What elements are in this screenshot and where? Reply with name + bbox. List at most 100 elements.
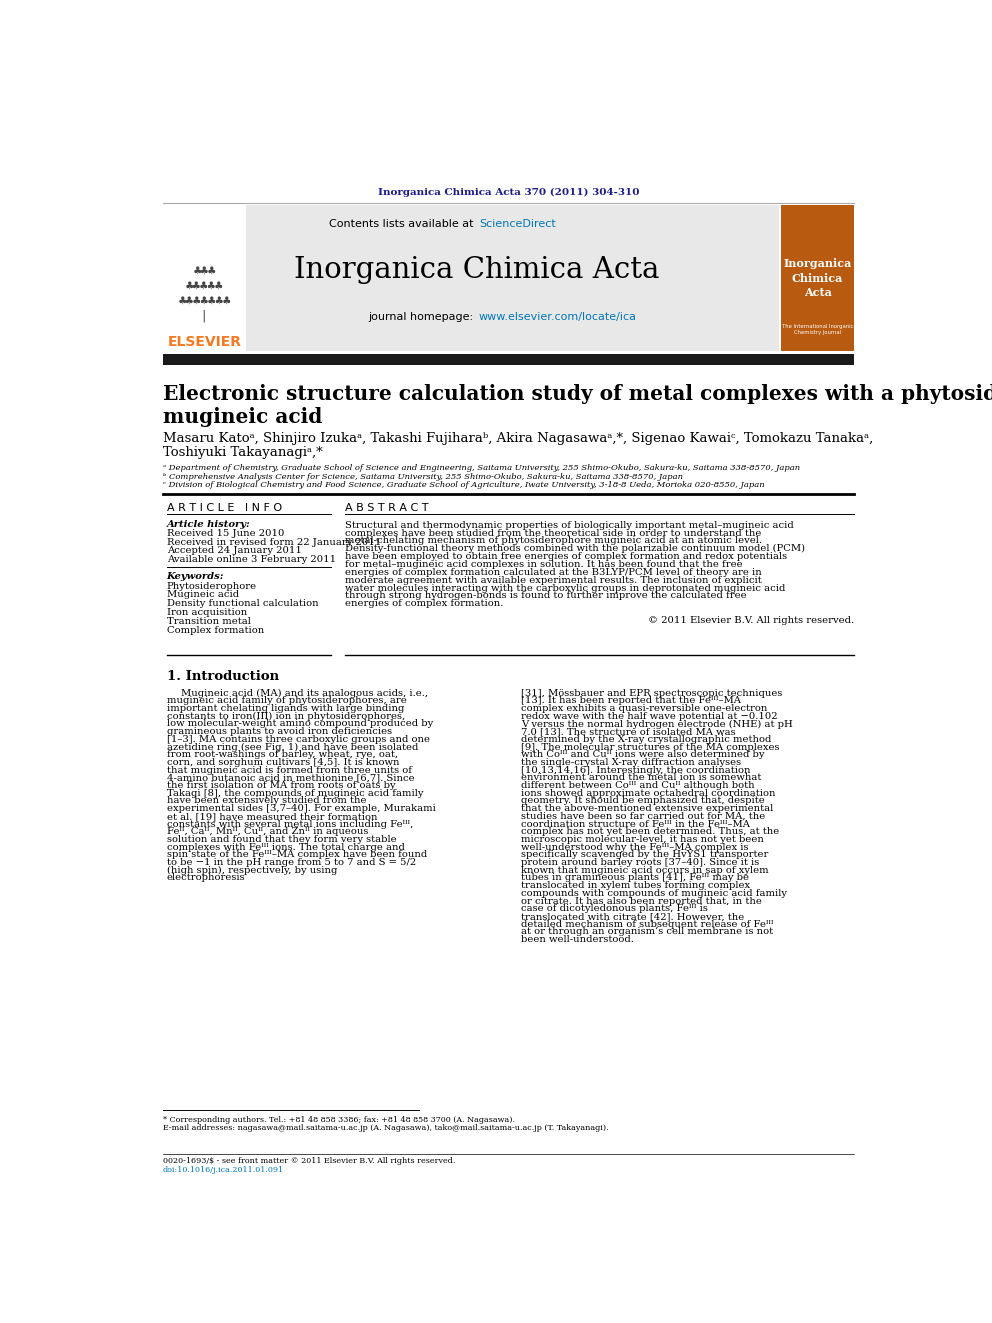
Text: ions showed approximate octahedral coordination: ions showed approximate octahedral coord…: [521, 789, 776, 798]
Text: complex exhibits a quasi-reversible one-electron: complex exhibits a quasi-reversible one-…: [521, 704, 767, 713]
Text: the single-crystal X-ray diffraction analyses: the single-crystal X-ray diffraction ana…: [521, 758, 741, 767]
Text: 7.0 [13]. The structure of isolated MA was: 7.0 [13]. The structure of isolated MA w…: [521, 728, 735, 736]
Text: that mugineic acid is formed from three units of: that mugineic acid is formed from three …: [167, 766, 412, 775]
Text: to be −1 in the pH range from 5 to 7 and S = 5/2: to be −1 in the pH range from 5 to 7 and…: [167, 859, 416, 867]
Text: Available online 3 February 2011: Available online 3 February 2011: [167, 554, 335, 564]
Text: known that mugineic acid occurs in sap of xylem: known that mugineic acid occurs in sap o…: [521, 865, 769, 875]
Text: Keywords:: Keywords:: [167, 573, 224, 581]
Text: gramineous plants to avoid iron deficiencies: gramineous plants to avoid iron deficien…: [167, 728, 392, 736]
Text: 4-amino butanoic acid in methionine [6,7]. Since: 4-amino butanoic acid in methionine [6,7…: [167, 774, 415, 782]
Text: ScienceDirect: ScienceDirect: [479, 220, 556, 229]
Text: studies have been so far carried out for MA, the: studies have been so far carried out for…: [521, 812, 765, 820]
Text: Article history:: Article history:: [167, 520, 250, 529]
Text: spin state of the Feᴵᴵᴵ–MA complex have been found: spin state of the Feᴵᴵᴵ–MA complex have …: [167, 851, 427, 860]
FancyBboxPatch shape: [163, 205, 779, 352]
Text: well-understood why the Feᴵᴵᴵ–MA complex is: well-understood why the Feᴵᴵᴵ–MA complex…: [521, 843, 748, 852]
Text: E-mail addresses: nagasawa@mail.saitama-u.ac.jp (A. Nagasawa), tako@mail.saitama: E-mail addresses: nagasawa@mail.saitama-…: [163, 1125, 608, 1132]
Text: the first isolation of MA from roots of oats by: the first isolation of MA from roots of …: [167, 781, 395, 790]
Text: redox wave with the half wave potential at −0.102: redox wave with the half wave potential …: [521, 712, 778, 721]
Text: Iron acquisition: Iron acquisition: [167, 609, 247, 617]
Text: Contents lists available at: Contents lists available at: [328, 220, 476, 229]
Text: azetidine ring (see Fig. 1) and have been isolated: azetidine ring (see Fig. 1) and have bee…: [167, 742, 418, 751]
Text: been well-understood.: been well-understood.: [521, 935, 634, 945]
Text: complex has not yet been determined. Thus, at the: complex has not yet been determined. Thu…: [521, 827, 779, 836]
Text: A B S T R A C T: A B S T R A C T: [345, 503, 429, 512]
Text: Accepted 24 January 2011: Accepted 24 January 2011: [167, 546, 302, 556]
Text: Received 15 June 2010: Received 15 June 2010: [167, 529, 284, 538]
Text: microscopic molecular-level, it has not yet been: microscopic molecular-level, it has not …: [521, 835, 764, 844]
Text: solution and found that they form very stable: solution and found that they form very s…: [167, 835, 396, 844]
Text: for metal–mugineic acid complexes in solution. It has been found that the free: for metal–mugineic acid complexes in sol…: [345, 560, 742, 569]
Text: [9]. The molecular structures of the MA complexes: [9]. The molecular structures of the MA …: [521, 742, 780, 751]
Text: ᵃ Department of Chemistry, Graduate School of Science and Engineering, Saitama U: ᵃ Department of Chemistry, Graduate Scho…: [163, 464, 800, 472]
Text: [1–3]. MA contains three carboxylic groups and one: [1–3]. MA contains three carboxylic grou…: [167, 734, 430, 744]
Text: translocated in xylem tubes forming complex: translocated in xylem tubes forming comp…: [521, 881, 750, 890]
Text: www.elsevier.com/locate/ica: www.elsevier.com/locate/ica: [479, 312, 637, 321]
Text: determined by the X-ray crystallographic method: determined by the X-ray crystallographic…: [521, 734, 771, 744]
Text: Takagi [8], the compounds of mugineic acid family: Takagi [8], the compounds of mugineic ac…: [167, 789, 424, 798]
Text: with Coᴵᴵᴵ and Cuᴵᴵ ions were also determined by: with Coᴵᴵᴵ and Cuᴵᴵ ions were also deter…: [521, 750, 764, 759]
Text: [13]. It has been reported that the Feᴵᴵᴵ–MA: [13]. It has been reported that the Feᴵᴵ…: [521, 696, 741, 705]
Text: from root-washings of barley, wheat, rye, oat,: from root-washings of barley, wheat, rye…: [167, 750, 398, 759]
Text: V versus the normal hydrogen electrode (NHE) at pH: V versus the normal hydrogen electrode (…: [521, 720, 793, 729]
Text: energies of complex formation.: energies of complex formation.: [345, 599, 503, 609]
Text: translocated with citrate [42]. However, the: translocated with citrate [42]. However,…: [521, 912, 744, 921]
Text: Inorganica Chimica Acta: Inorganica Chimica Acta: [294, 257, 660, 284]
Text: et al. [19] have measured their formation: et al. [19] have measured their formatio…: [167, 812, 377, 820]
Text: A R T I C L E   I N F O: A R T I C L E I N F O: [167, 503, 282, 512]
Text: Density functional calculation: Density functional calculation: [167, 599, 318, 609]
Text: complexes with Feᴵᴵᴵ ions. The total charge and: complexes with Feᴵᴵᴵ ions. The total cha…: [167, 843, 405, 852]
Text: Transition metal: Transition metal: [167, 617, 251, 626]
Text: ♣♣♣
♣♣♣♣♣
♣♣♣♣♣♣♣
   |: ♣♣♣ ♣♣♣♣♣ ♣♣♣♣♣♣♣ |: [179, 265, 231, 323]
Text: [31], Mössbauer and EPR spectroscopic techniques: [31], Mössbauer and EPR spectroscopic te…: [521, 689, 782, 697]
Text: [10,13,14,16]. Interestingly, the coordination: [10,13,14,16]. Interestingly, the coordi…: [521, 766, 750, 775]
Text: mugineic acid family of phytosiderophores, are: mugineic acid family of phytosiderophore…: [167, 696, 407, 705]
Text: that the above-mentioned extensive experimental: that the above-mentioned extensive exper…: [521, 804, 773, 814]
Text: protein around barley roots [37–40]. Since it is: protein around barley roots [37–40]. Sin…: [521, 859, 759, 867]
Text: Mugineic acid: Mugineic acid: [167, 590, 239, 599]
Text: tubes in gramineous plants [41], Feᴵᴵᴵ may be: tubes in gramineous plants [41], Feᴵᴵᴵ m…: [521, 873, 749, 882]
Text: Mugineic acid (MA) and its analogous acids, i.e.,: Mugineic acid (MA) and its analogous aci…: [181, 688, 428, 697]
Text: Phytosiderophore: Phytosiderophore: [167, 582, 257, 590]
Text: have been employed to obtain free energies of complex formation and redox potent: have been employed to obtain free energi…: [345, 552, 787, 561]
Text: coordination structure of Feᴵᴵᴵ in the Feᴵᴵᴵ–MA: coordination structure of Feᴵᴵᴵ in the F…: [521, 819, 750, 828]
Text: experimental sides [3,7–40]. For example, Murakami: experimental sides [3,7–40]. For example…: [167, 804, 435, 814]
Text: Feᴵᴵ, Caᴵᴵ, Mnᴵᴵ, Cuᴵᴵ, and Znᴵᴵ in aqueous: Feᴵᴵ, Caᴵᴵ, Mnᴵᴵ, Cuᴵᴵ, and Znᴵᴵ in aque…: [167, 827, 368, 836]
Text: through strong hydrogen-bonds is found to further improve the calculated free: through strong hydrogen-bonds is found t…: [345, 591, 747, 601]
Text: compounds with compounds of mugineic acid family: compounds with compounds of mugineic aci…: [521, 889, 787, 898]
Text: have been extensively studied from the: have been extensively studied from the: [167, 796, 366, 806]
Text: geometry. It should be emphasized that, despite: geometry. It should be emphasized that, …: [521, 796, 765, 806]
Text: or citrate. It has also been reported that, in the: or citrate. It has also been reported th…: [521, 897, 762, 905]
Text: different between Coᴵᴵᴵ and Cuᴵᴵ although both: different between Coᴵᴵᴵ and Cuᴵᴵ althoug…: [521, 781, 755, 790]
Text: ᵇ Comprehensive Analysis Center for Science, Saitama University, 255 Shimo-Okubo: ᵇ Comprehensive Analysis Center for Scie…: [163, 472, 682, 480]
Text: Masaru Katoᵃ, Shinjiro Izukaᵃ, Takashi Fujiharaᵇ, Akira Nagasawaᵃ,*, Sigenao Kaw: Masaru Katoᵃ, Shinjiro Izukaᵃ, Takashi F…: [163, 431, 873, 445]
Text: ELSEVIER: ELSEVIER: [168, 335, 242, 349]
Text: Received in revised form 22 January 2011: Received in revised form 22 January 2011: [167, 537, 381, 546]
Text: doi:10.1016/j.ica.2011.01.091: doi:10.1016/j.ica.2011.01.091: [163, 1166, 284, 1174]
Text: © 2011 Elsevier B.V. All rights reserved.: © 2011 Elsevier B.V. All rights reserved…: [648, 617, 854, 626]
Text: case of dicotyledonous plants, Feᴵᴵᴵ is: case of dicotyledonous plants, Feᴵᴵᴵ is: [521, 904, 707, 913]
Text: specifically scavenged by the HvYS1 transporter: specifically scavenged by the HvYS1 tran…: [521, 851, 768, 860]
Text: * Corresponding authors. Tel.: +81 48 858 3386; fax: +81 48 858 3700 (A. Nagasaw: * Corresponding authors. Tel.: +81 48 85…: [163, 1115, 515, 1123]
Text: important chelating ligands with large binding: important chelating ligands with large b…: [167, 704, 404, 713]
Text: complexes have been studied from the theoretical side in order to understand the: complexes have been studied from the the…: [345, 529, 761, 537]
Text: journal homepage:: journal homepage:: [368, 312, 476, 321]
Text: constants with several metal ions including Feᴵᴵᴵ,: constants with several metal ions includ…: [167, 819, 413, 828]
Text: constants to iron(III) ion in phytosiderophores,: constants to iron(III) ion in phytosider…: [167, 712, 405, 721]
Text: Inorganica
Chimica
Acta: Inorganica Chimica Acta: [784, 258, 852, 298]
Text: detailed mechanism of subsequent release of Feᴵᴵᴵ: detailed mechanism of subsequent release…: [521, 919, 774, 929]
Text: (high spin), respectively, by using: (high spin), respectively, by using: [167, 865, 337, 875]
Text: Complex formation: Complex formation: [167, 626, 264, 635]
Text: metal-chelating mechanism of phytosiderophore mugineic acid at an atomic level.: metal-chelating mechanism of phytosidero…: [345, 537, 762, 545]
Text: mugineic acid: mugineic acid: [163, 406, 322, 427]
Text: electrophoresis: electrophoresis: [167, 873, 245, 882]
Text: water molecules interacting with the carboxylic groups in deprotonated mugineic : water molecules interacting with the car…: [345, 583, 786, 593]
Text: 1. Introduction: 1. Introduction: [167, 669, 279, 683]
Text: Inorganica Chimica Acta 370 (2011) 304-310: Inorganica Chimica Acta 370 (2011) 304-3…: [378, 188, 639, 197]
Text: 0020-1693/$ - see front matter © 2011 Elsevier B.V. All rights reserved.: 0020-1693/$ - see front matter © 2011 El…: [163, 1158, 455, 1166]
FancyBboxPatch shape: [163, 353, 854, 365]
Text: moderate agreement with available experimental results. The inclusion of explici: moderate agreement with available experi…: [345, 576, 762, 585]
Text: at or through an organism’s cell membrane is not: at or through an organism’s cell membran…: [521, 927, 773, 937]
Text: The International Inorganic
Chemistry Journal: The International Inorganic Chemistry Jo…: [782, 324, 853, 335]
FancyBboxPatch shape: [782, 205, 854, 352]
